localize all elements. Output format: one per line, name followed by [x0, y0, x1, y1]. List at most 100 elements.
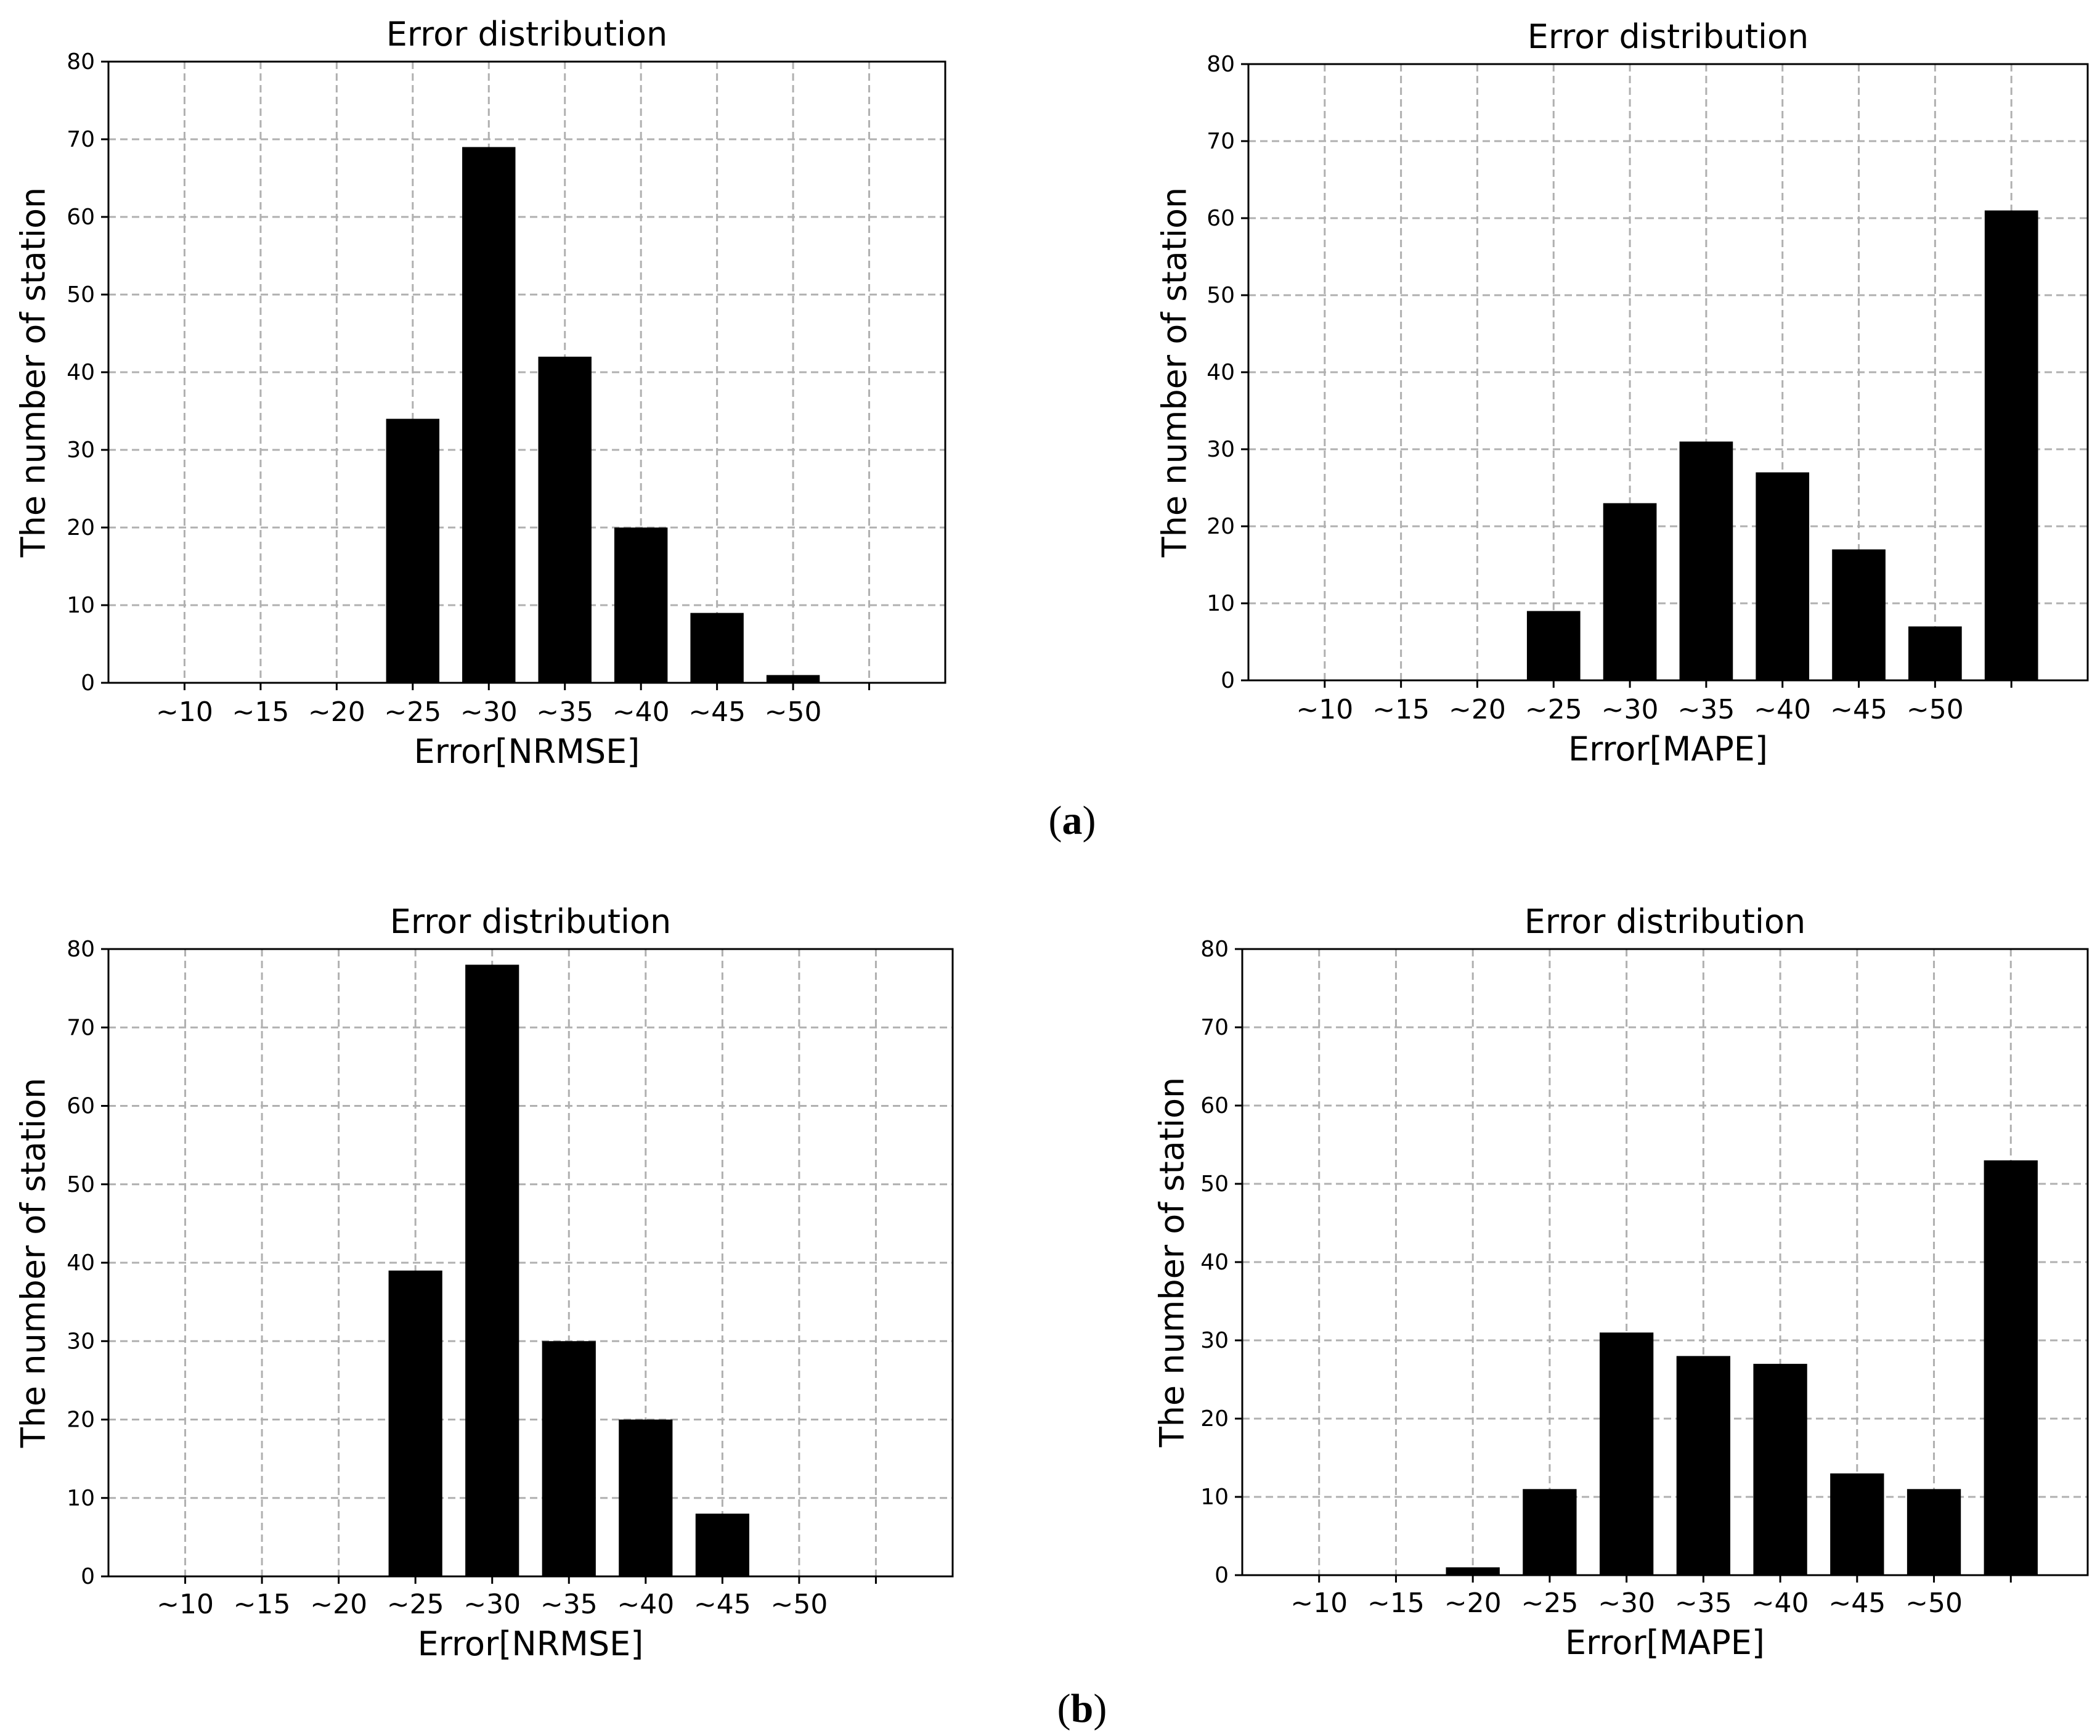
chart-a-nrmse: 0 10 20 30 40 50 60 70 80 ~10 ~15 ~20 ~25 ~30 ~35 ~40 ~4… — [14, 15, 946, 771]
x-tick-label: ~15 — [1367, 1587, 1425, 1619]
y-tick-label: 80 — [67, 49, 95, 75]
x-tick-label: ~25 — [1521, 1587, 1578, 1619]
x-tick-label: ~20 — [1444, 1587, 1502, 1619]
x-tick-label: ~10 — [1296, 694, 1353, 725]
x-tick-label: ~45 — [1830, 694, 1887, 725]
bars — [1526, 210, 2038, 680]
y-tick-label: 70 — [67, 127, 95, 152]
chart-b-mape: 0 10 20 30 40 50 60 70 80 ~10 ~15 ~20 ~25 ~30 ~35 ~40 ~4… — [1153, 902, 2089, 1662]
y-tick-label: 40 — [67, 360, 95, 385]
x-tick-label: ~50 — [765, 696, 822, 728]
bars — [386, 147, 820, 683]
x-tick-label: ~30 — [1598, 1587, 1655, 1619]
bar — [538, 356, 592, 683]
y-tick-label: 30 — [1207, 437, 1235, 462]
x-tick-label: ~15 — [234, 1589, 291, 1620]
y-tick-label: 70 — [1207, 129, 1235, 154]
y-tick-label: 80 — [67, 937, 95, 962]
grid — [1242, 948, 2088, 1576]
x-tick-label: ~35 — [540, 1589, 598, 1620]
x-tick-label: ~20 — [1449, 694, 1506, 725]
bar — [1603, 503, 1657, 680]
x-tick-label: ~25 — [387, 1589, 444, 1620]
y-tick-label: 50 — [67, 1172, 95, 1197]
x-tick-label: ~45 — [688, 696, 746, 728]
y-tick-label: 70 — [1200, 1015, 1229, 1040]
y-tick-label: 50 — [67, 282, 95, 308]
x-axis-label: Error[NRMSE] — [414, 732, 640, 771]
y-tick-label: 40 — [1207, 360, 1235, 385]
y-tick-label: 0 — [81, 1564, 95, 1589]
y-tick-label: 80 — [1200, 937, 1229, 962]
x-tick-label: ~50 — [1907, 694, 1964, 725]
x-tick-label: ~40 — [612, 696, 670, 728]
x-tick-label: ~30 — [460, 696, 518, 728]
y-tick-label: 20 — [67, 515, 95, 540]
x-tick-label: ~10 — [157, 1589, 214, 1620]
panel-label-a: (a) — [1049, 798, 1096, 843]
y-axis-label: The number of station — [14, 1078, 53, 1449]
x-tick-label: ~25 — [1525, 694, 1582, 725]
y-axis-label: The number of station — [1153, 1077, 1192, 1448]
bar — [1676, 1356, 1731, 1575]
y-tick-label: 20 — [67, 1408, 95, 1433]
y-tick-label: 60 — [67, 205, 95, 230]
bar — [388, 1270, 442, 1576]
x-tick-label: ~50 — [770, 1589, 828, 1620]
axes-frame — [1247, 63, 2089, 682]
y-tick-label: 60 — [1200, 1093, 1229, 1119]
grid — [1248, 63, 2088, 682]
bar — [1446, 1567, 1500, 1575]
x-tick-label: ~40 — [1754, 694, 1811, 725]
bar — [1753, 1364, 1807, 1575]
y-tick-label: 10 — [67, 593, 95, 618]
bar — [465, 964, 519, 1576]
x-tick-label: ~30 — [463, 1589, 521, 1620]
bar — [1832, 549, 1886, 680]
bar — [1526, 611, 1581, 680]
chart-a-mape: 0 10 20 30 40 50 60 70 80 ~10 ~15 ~20 ~25 ~30 ~35 ~40 ~4… — [1155, 17, 2089, 768]
bar — [1984, 1160, 2038, 1575]
axes-frame — [107, 60, 946, 684]
y-tick-label: 30 — [67, 438, 95, 463]
x-axis-label: Error[NRMSE] — [418, 1624, 644, 1663]
grid — [108, 60, 945, 684]
x-tick-label: ~40 — [617, 1589, 674, 1620]
x-tick-label: ~35 — [1677, 694, 1735, 725]
y-tick-label: 60 — [67, 1094, 95, 1119]
x-tick-label: ~15 — [232, 696, 289, 728]
bar — [542, 1341, 596, 1576]
y-tick-label: 20 — [1207, 514, 1235, 539]
y-tick-label: 50 — [1200, 1172, 1229, 1197]
x-tick-label: ~45 — [694, 1589, 751, 1620]
bar — [1984, 210, 2038, 680]
y-tick-label: 0 — [81, 670, 95, 696]
y-tick-label: 0 — [1215, 1563, 1229, 1588]
chart-title: Error distribution — [1528, 17, 1809, 56]
bar — [1679, 441, 1733, 680]
bar — [619, 1419, 673, 1576]
y-tick-label: 70 — [67, 1015, 95, 1040]
x-tick-label: ~25 — [384, 696, 441, 728]
bar — [462, 147, 516, 683]
y-tick-label: 0 — [1221, 668, 1235, 693]
y-tick-label: 30 — [1200, 1328, 1229, 1353]
x-tick-label: ~20 — [308, 696, 365, 728]
x-tick-label: ~50 — [1905, 1587, 1963, 1619]
bar — [614, 528, 668, 683]
y-axis-label: The number of station — [14, 187, 53, 558]
bar — [1830, 1473, 1884, 1575]
x-tick-label: ~45 — [1828, 1587, 1886, 1619]
chart-title: Error distribution — [390, 902, 672, 941]
chart-title: Error distribution — [1524, 902, 1806, 941]
x-tick-label: ~30 — [1601, 694, 1659, 725]
bar — [690, 613, 744, 683]
x-tick-label: ~40 — [1752, 1587, 1809, 1619]
bar — [1907, 1489, 1961, 1575]
panel-label-b: (b) — [1057, 1686, 1107, 1731]
y-tick-label: 80 — [1207, 52, 1235, 77]
x-tick-label: ~20 — [310, 1589, 367, 1620]
bar — [1756, 472, 1810, 680]
x-tick-label: ~10 — [156, 696, 213, 728]
